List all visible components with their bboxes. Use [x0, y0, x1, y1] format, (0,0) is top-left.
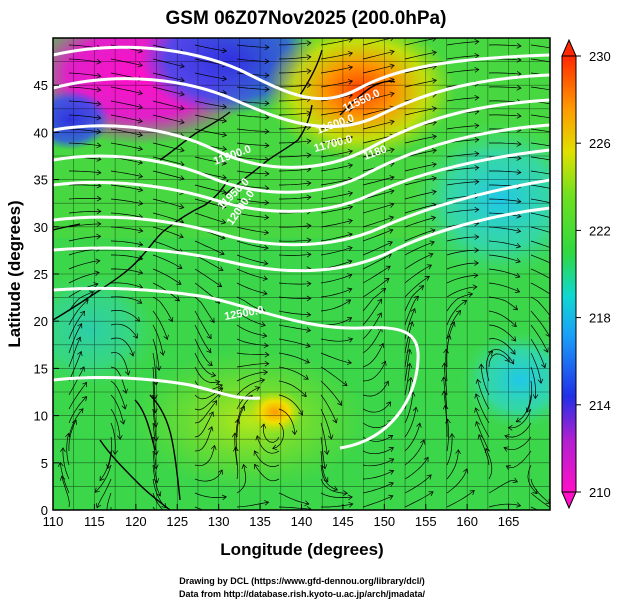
colorbar-tick-label: 218 [589, 311, 611, 326]
x-axis-label: Longitude (degrees) [220, 540, 383, 559]
colorbar-min-arrow [561, 491, 577, 510]
x-tick-label: 125 [166, 514, 188, 529]
x-tick-label: 140 [291, 514, 313, 529]
wind-streamlines [57, 38, 550, 510]
y-tick-label: 20 [34, 314, 48, 329]
y-tick-label: 15 [34, 361, 48, 376]
colorbar-tick-label: 210 [589, 485, 611, 500]
credit-line-2: Data from http://database.rish.kyoto-u.a… [179, 589, 426, 599]
y-tick-label: 5 [41, 456, 48, 471]
y-axis-label: Latitude (degrees) [5, 200, 24, 347]
y-tick-label: 0 [41, 503, 48, 518]
x-tick-label: 155 [415, 514, 437, 529]
x-tick-label: 145 [332, 514, 354, 529]
x-tick-label: 165 [498, 514, 520, 529]
x-tick-label: 160 [456, 514, 478, 529]
colorbar-gradient [561, 55, 577, 493]
colorbar-tick-label: 214 [589, 398, 611, 413]
warm-core-region [247, 390, 303, 434]
map-title: GSM 06Z07Nov2025 (200.0hPa) [166, 8, 447, 29]
y-tick-label: 30 [34, 220, 48, 235]
geopotential-contours [53, 45, 550, 450]
y-tick-label: 35 [34, 173, 48, 188]
y-tick-label: 40 [34, 125, 48, 140]
y-tick-label: 45 [34, 78, 48, 93]
x-tick-label: 115 [84, 514, 105, 529]
y-tick-label: 25 [34, 267, 48, 282]
colorbar-tick-label: 222 [589, 223, 611, 238]
x-tick-label: 135 [249, 514, 271, 529]
plot-area: 11900.0 11950.0 12000.0 12500.0 11550.0 … [53, 38, 550, 510]
credit-line-1: Drawing by DCL (https://www.gfd-dennou.o… [179, 576, 425, 586]
y-tick-label: 10 [34, 409, 48, 424]
y-axis: 0 5 10 15 20 25 30 35 40 45 [34, 78, 59, 518]
colorbar-tick-label: 226 [589, 136, 611, 151]
x-tick-label: 150 [373, 514, 395, 529]
high-temperature-region [265, 38, 455, 160]
colorbar: 210 214 218 222 226 230 [561, 38, 611, 510]
x-tick-label: 130 [208, 514, 230, 529]
colorbar-max-arrow [561, 38, 577, 57]
x-axis: 110 115 120 125 130 135 140 145 150 155 160 165 [43, 504, 520, 529]
colorbar-tick-label: 230 [589, 49, 611, 64]
x-tick-label: 120 [125, 514, 147, 529]
x-tick-label: 110 [43, 514, 64, 529]
